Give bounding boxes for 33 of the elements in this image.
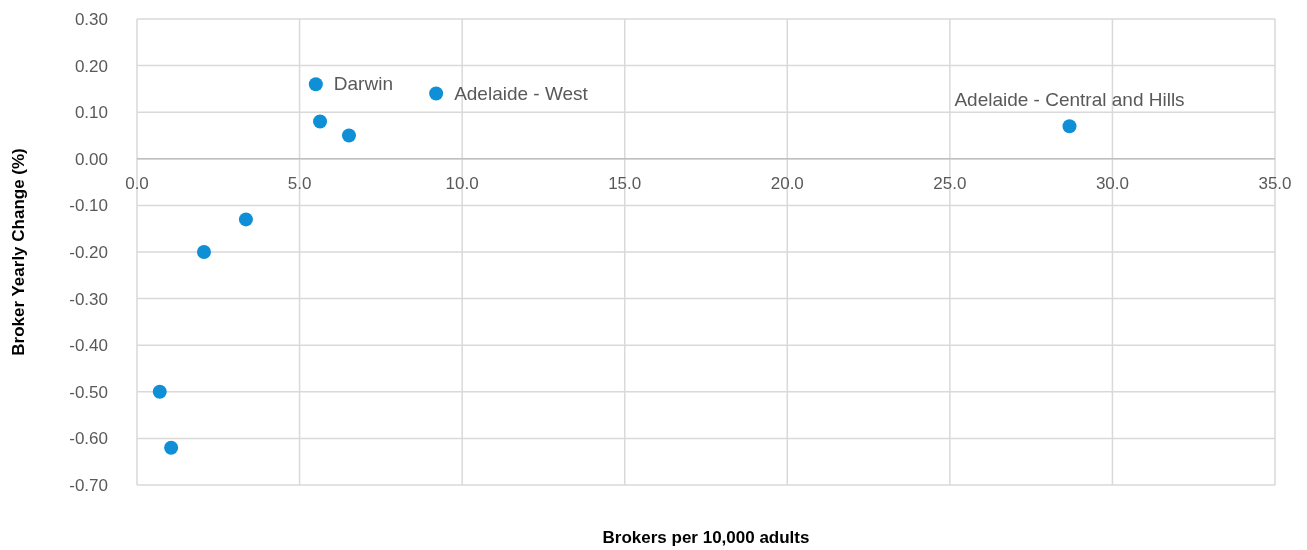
point xyxy=(164,440,179,455)
point xyxy=(152,384,167,399)
x-tick-label: 25.0 xyxy=(933,173,967,193)
point xyxy=(1062,119,1077,134)
point xyxy=(196,245,211,259)
point xyxy=(429,86,444,101)
point xyxy=(313,114,328,129)
y-tick-label: -0.40 xyxy=(69,336,108,356)
y-tick-label: -0.50 xyxy=(69,382,108,402)
x-tick-label: 15.0 xyxy=(608,173,642,193)
y-tick-label: 0.10 xyxy=(74,103,108,123)
x-tick-label: 30.0 xyxy=(1095,173,1129,193)
point xyxy=(308,77,323,92)
y-tick-label: -0.20 xyxy=(69,243,108,262)
x-tick-label: 0.0 xyxy=(125,173,149,193)
y-tick-label: -0.60 xyxy=(69,429,108,449)
annotation: Darwin xyxy=(333,73,393,95)
annotation: Adelaide - Central and Hills xyxy=(954,89,1185,111)
x-tick-label: 5.0 xyxy=(287,173,312,193)
y-tick-label: 0.00 xyxy=(74,149,108,169)
x-tick-label: 20.0 xyxy=(770,173,804,193)
y-tick-label: -0.10 xyxy=(69,196,108,216)
x-tick-label: 35.0 xyxy=(1258,173,1292,193)
y-axis-title: Broker Yearly Change (%) xyxy=(9,148,28,356)
annotation: Adelaide - West xyxy=(454,82,589,104)
y-tick-label: 0.30 xyxy=(74,10,108,29)
x-tick-label: 10.0 xyxy=(445,173,479,193)
point xyxy=(341,128,356,143)
point xyxy=(238,212,253,227)
x-axis-title: Brokers per 10,000 adults xyxy=(602,528,810,547)
y-tick-label: -0.30 xyxy=(69,289,108,309)
y-tick-label: -0.70 xyxy=(69,476,108,495)
y-tick-label: 0.20 xyxy=(74,56,108,76)
